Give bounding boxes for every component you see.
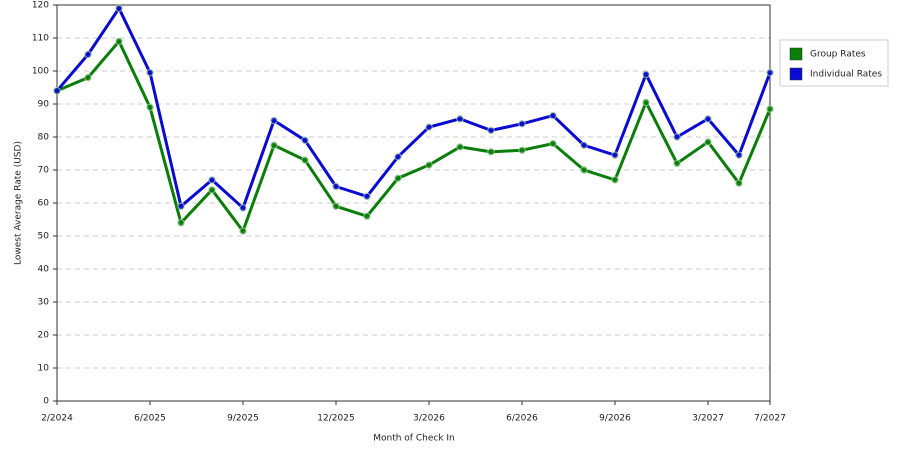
- point-marker: [549, 111, 557, 120]
- point-marker: [363, 192, 371, 201]
- point-marker: [301, 156, 309, 164]
- point-marker: [301, 136, 309, 145]
- point-marker: [580, 141, 588, 149]
- y-tick-label: 10: [38, 364, 50, 374]
- point-marker: [53, 87, 61, 95]
- point-marker: [766, 68, 774, 77]
- legend-swatch: [789, 47, 803, 61]
- point-marker: [84, 73, 92, 82]
- legend-swatch: [789, 67, 803, 81]
- point-marker: [84, 50, 92, 59]
- y-axis-label: Lowest Average Rate (USD): [14, 141, 24, 265]
- point-marker: [642, 70, 650, 79]
- y-tick-label: 90: [38, 100, 50, 110]
- point-marker: [177, 219, 185, 227]
- y-tick-label: 80: [38, 133, 50, 143]
- point-marker: [704, 115, 712, 123]
- y-tick-label: 0: [43, 397, 49, 407]
- point-marker: [673, 133, 681, 141]
- point-marker: [115, 37, 123, 45]
- point-marker: [425, 123, 433, 131]
- point-marker: [208, 186, 216, 194]
- point-marker: [580, 166, 588, 174]
- point-marker: [518, 146, 526, 154]
- point-marker: [611, 176, 619, 184]
- x-tick-label: 6/2026: [506, 414, 538, 424]
- point-marker: [332, 182, 340, 191]
- y-tick-label: 120: [32, 1, 49, 11]
- point-marker: [425, 161, 433, 169]
- point-marker: [611, 151, 619, 159]
- y-tick-label: 110: [32, 34, 49, 44]
- point-marker: [239, 227, 247, 235]
- y-tick-label: 100: [32, 67, 49, 77]
- plot-frame: [56, 4, 771, 402]
- x-tick-label: 3/2027: [692, 414, 724, 424]
- point-marker: [394, 153, 402, 161]
- point-marker: [735, 151, 743, 159]
- series-line: [55, 6, 772, 210]
- series-line: [56, 39, 772, 233]
- point-marker: [735, 179, 743, 187]
- legend-label: Individual Rates: [810, 70, 882, 80]
- point-marker: [363, 212, 371, 220]
- point-marker: [673, 159, 681, 168]
- point-marker: [177, 202, 185, 211]
- point-marker: [146, 103, 154, 112]
- y-tick-label: 70: [38, 166, 50, 176]
- x-tick-label: 9/2026: [599, 414, 631, 424]
- point-marker: [146, 68, 154, 77]
- y-tick-label: 40: [38, 265, 50, 275]
- x-tick-label: 6/2025: [134, 414, 166, 424]
- x-tick-label: 12/2025: [317, 414, 354, 424]
- point-marker: [518, 120, 526, 128]
- x-tick-label: 7/2027: [754, 414, 786, 424]
- x-axis-label: Month of Check In: [373, 434, 455, 444]
- point-marker: [208, 176, 216, 184]
- point-marker: [332, 202, 340, 211]
- x-tick-label: 2/2024: [41, 414, 73, 424]
- y-tick-label: 50: [38, 232, 50, 242]
- point-marker: [270, 141, 278, 149]
- point-marker: [487, 148, 495, 156]
- point-marker: [456, 115, 464, 123]
- y-tick-label: 20: [38, 331, 50, 341]
- point-marker: [456, 143, 464, 151]
- point-marker: [642, 98, 650, 107]
- y-tick-label: 30: [38, 298, 50, 308]
- point-marker: [239, 204, 247, 212]
- legend-label: Group Rates: [810, 50, 866, 60]
- point-marker: [394, 174, 402, 182]
- point-marker: [270, 116, 278, 125]
- point-marker: [487, 126, 495, 135]
- point-marker: [549, 139, 557, 148]
- x-tick-label: 9/2025: [227, 414, 259, 424]
- point-marker: [766, 105, 774, 113]
- point-marker: [115, 4, 123, 13]
- point-marker: [704, 138, 712, 146]
- y-tick-label: 60: [38, 199, 50, 209]
- x-tick-label: 3/2026: [413, 414, 445, 424]
